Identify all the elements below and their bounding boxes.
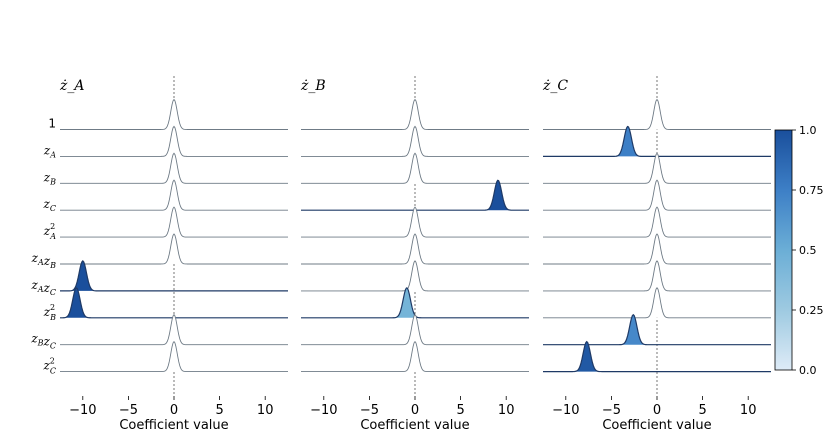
row-label-6: zAzB <box>31 251 56 270</box>
ridge-line-7 <box>543 260 771 292</box>
ridge-line-7 <box>301 260 529 292</box>
ridge-line-8 <box>543 287 771 319</box>
ridge-line-4 <box>60 179 288 211</box>
colorbar-gradient <box>774 129 793 371</box>
ridge-fill-7 <box>301 260 529 291</box>
panel-title: ż_C <box>542 78 568 94</box>
ridge-line-3 <box>301 152 529 184</box>
panel-3: ż_C −10 −5 0 5 10 Coefficient value <box>542 76 771 433</box>
x-tick-label: 5 <box>215 403 223 418</box>
ridge-fill-2 <box>301 126 529 157</box>
row-label-7: zAzC <box>30 278 56 297</box>
ridge-line-2 <box>60 125 288 157</box>
row-label-3: zB <box>43 170 56 186</box>
ridge-line-10 <box>301 340 529 373</box>
row-label-8: z2 B <box>43 303 56 322</box>
ridge-fill-7 <box>543 260 771 291</box>
ridge-line-9 <box>301 313 529 346</box>
ridge-line-5 <box>301 206 529 238</box>
colorbar-tick-label: 0.0 <box>799 364 817 377</box>
ridge-fill-5 <box>543 207 771 238</box>
ridge-fill-7 <box>60 260 288 291</box>
ridge-fill-1 <box>543 99 771 130</box>
x-tick-label: −10 <box>310 403 337 418</box>
ridge-fill-6 <box>543 234 771 264</box>
ridge-line-5 <box>60 206 288 238</box>
panel-2: ż_B −10 −5 0 5 10 Coefficient value <box>300 76 529 433</box>
panel-title: ż_B <box>300 78 326 94</box>
ridge-line-6 <box>60 233 288 265</box>
ridge-line-6 <box>543 233 771 265</box>
colorbar-tick-label: 1.0 <box>799 124 817 137</box>
ridge-fill-9 <box>301 314 529 345</box>
ridge-fill-8 <box>543 287 771 318</box>
colorbar-tick-label: 0.75 <box>799 184 824 197</box>
ridge-fill-3 <box>60 153 288 184</box>
x-tick-label: 10 <box>498 403 515 418</box>
ridge-fill-6 <box>301 234 529 264</box>
ridge-fill-5 <box>301 207 529 238</box>
ridge-line-4 <box>543 179 771 211</box>
ridge-line-3 <box>543 152 771 184</box>
x-tick-label: 10 <box>257 403 274 418</box>
x-tick-label: −10 <box>552 403 579 418</box>
ridge-line-1 <box>301 98 529 130</box>
x-axis-label: Coefficient value <box>360 418 469 433</box>
colorbar-tick-label: 0.25 <box>799 304 824 317</box>
ridge-line-2 <box>301 125 529 157</box>
x-tick-label: −5 <box>602 403 621 418</box>
ridge-fill-4 <box>543 180 771 211</box>
x-tick-label: 0 <box>653 403 661 418</box>
panel-1: ż_A −10 −5 0 5 10 Coefficient value <box>59 76 288 433</box>
ridge-line-10 <box>60 340 288 373</box>
panels: ż_A −10 −5 0 5 10 Coefficient value ż_B −10 −5 0 5 1… <box>59 76 771 433</box>
ridge-fill-9 <box>60 314 288 345</box>
ridge-fill-10 <box>60 341 288 372</box>
colorbar-tick-label: 0.5 <box>799 244 817 257</box>
ridge-line-1 <box>60 98 288 130</box>
ridge-fill-6 <box>60 234 288 264</box>
x-tick-label: 5 <box>456 403 464 418</box>
ridge-fill-4 <box>60 180 288 211</box>
ridge-fill-2 <box>60 126 288 157</box>
x-tick-label: −5 <box>119 403 138 418</box>
ridge-line-6 <box>301 233 529 265</box>
row-label-9: zBzC <box>30 332 56 351</box>
row-label-5: z2 A <box>43 222 56 241</box>
x-tick-label: 10 <box>740 403 757 418</box>
ridge-line-9 <box>60 313 288 346</box>
row-label-1: 1 <box>48 117 56 131</box>
ridge-line-5 <box>543 206 771 238</box>
x-tick-label: −5 <box>360 403 379 418</box>
ridge-line-7 <box>60 260 288 292</box>
ridge-fill-8 <box>60 287 288 318</box>
ridge-fill-1 <box>301 99 529 130</box>
ridge-fill-3 <box>543 153 771 184</box>
x-tick-label: −10 <box>69 403 96 418</box>
row-label-10: z2 C <box>42 357 56 376</box>
row-label-4: zC <box>43 197 56 213</box>
ridge-fill-10 <box>543 341 771 372</box>
ridge-line-1 <box>543 98 771 130</box>
ridge-fill-5 <box>60 207 288 238</box>
ridge-line-10 <box>543 340 771 373</box>
ridge-fill-10 <box>301 341 529 372</box>
ridge-line-3 <box>60 152 288 184</box>
ridge-fill-1 <box>60 99 288 130</box>
x-tick-label: 5 <box>698 403 706 418</box>
colorbar: 0.0 0.25 0.5 0.75 1.0 <box>774 124 824 377</box>
ridge-fill-3 <box>301 153 529 184</box>
ridge-line-9 <box>543 313 771 346</box>
row-label-2: zA <box>43 143 56 159</box>
x-axis-label: Coefficient value <box>119 418 228 433</box>
x-axis-label: Coefficient value <box>602 418 711 433</box>
x-tick-label: 0 <box>170 403 178 418</box>
panel-title: ż_A <box>59 78 85 94</box>
x-tick-label: 0 <box>411 403 419 418</box>
